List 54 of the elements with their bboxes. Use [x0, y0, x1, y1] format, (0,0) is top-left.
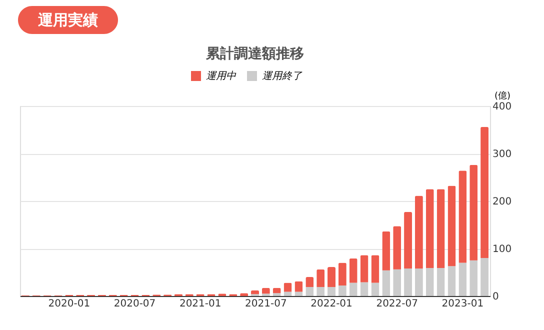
bar	[436, 189, 445, 268]
bar	[338, 286, 346, 296]
y-tick-label: 0	[492, 292, 499, 302]
x-tick-label: 2022-07	[376, 298, 418, 310]
x-tick-label: 2022-01	[310, 298, 352, 310]
legend-label: 運用中	[206, 70, 237, 82]
bar	[316, 269, 325, 287]
bar	[414, 196, 423, 268]
bar	[448, 186, 456, 266]
bar	[371, 282, 380, 296]
bar	[404, 268, 412, 296]
y-axis-title: (億)	[494, 90, 511, 102]
bar	[458, 262, 467, 296]
y-tick-label: 400	[492, 102, 512, 112]
bar	[316, 286, 325, 296]
bar	[284, 292, 292, 296]
y-tick-label: 300	[492, 149, 512, 160]
bar	[294, 292, 303, 296]
bar	[338, 262, 346, 286]
bar	[480, 126, 489, 258]
bar	[426, 268, 434, 296]
text: 運用実績	[37, 11, 98, 29]
x-tick-label: 2020-07	[114, 298, 156, 310]
bar	[328, 286, 336, 296]
bar	[306, 286, 314, 296]
bar	[414, 268, 423, 296]
bar	[436, 268, 445, 296]
x-tick-label: 2021-07	[245, 298, 287, 310]
bar	[382, 231, 390, 270]
legend-label: 運用終了	[262, 70, 303, 82]
bar	[448, 266, 456, 296]
bar	[404, 212, 412, 268]
bar	[349, 282, 358, 296]
bar	[470, 260, 478, 296]
x-tick-label: 2021-01	[179, 298, 222, 310]
bar	[458, 170, 467, 263]
bar	[371, 255, 380, 283]
chart-title: 累計調達額推移	[205, 45, 304, 62]
bar	[360, 282, 368, 296]
bar	[382, 270, 390, 296]
x-tick-label: 2020-01	[48, 298, 90, 310]
y-tick-label: 100	[492, 244, 512, 255]
x-tick-label: 2023-01	[442, 298, 484, 310]
bar	[360, 255, 368, 282]
bar	[393, 269, 402, 296]
bar	[470, 164, 478, 260]
bar	[393, 226, 402, 270]
bar	[349, 258, 358, 283]
bar	[306, 277, 314, 287]
bar	[328, 267, 336, 287]
y-tick-label: 200	[492, 196, 512, 208]
bar	[480, 258, 489, 296]
bar	[426, 189, 434, 268]
bar	[272, 293, 281, 296]
